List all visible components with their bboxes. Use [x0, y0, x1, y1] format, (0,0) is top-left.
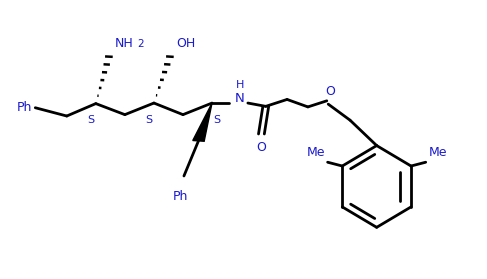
Text: Me: Me [306, 146, 325, 159]
Text: O: O [257, 141, 266, 154]
Text: S: S [87, 115, 94, 125]
Text: NH: NH [115, 37, 134, 50]
Text: OH: OH [176, 37, 195, 50]
Text: S: S [146, 115, 152, 125]
Text: Ph: Ph [173, 190, 188, 203]
Text: H: H [235, 80, 244, 90]
Text: Ph: Ph [17, 101, 32, 114]
Text: S: S [213, 115, 221, 125]
Polygon shape [193, 103, 212, 141]
Text: 2: 2 [137, 39, 144, 49]
Text: N: N [235, 92, 244, 105]
Text: O: O [325, 85, 335, 98]
Text: Me: Me [429, 146, 447, 159]
